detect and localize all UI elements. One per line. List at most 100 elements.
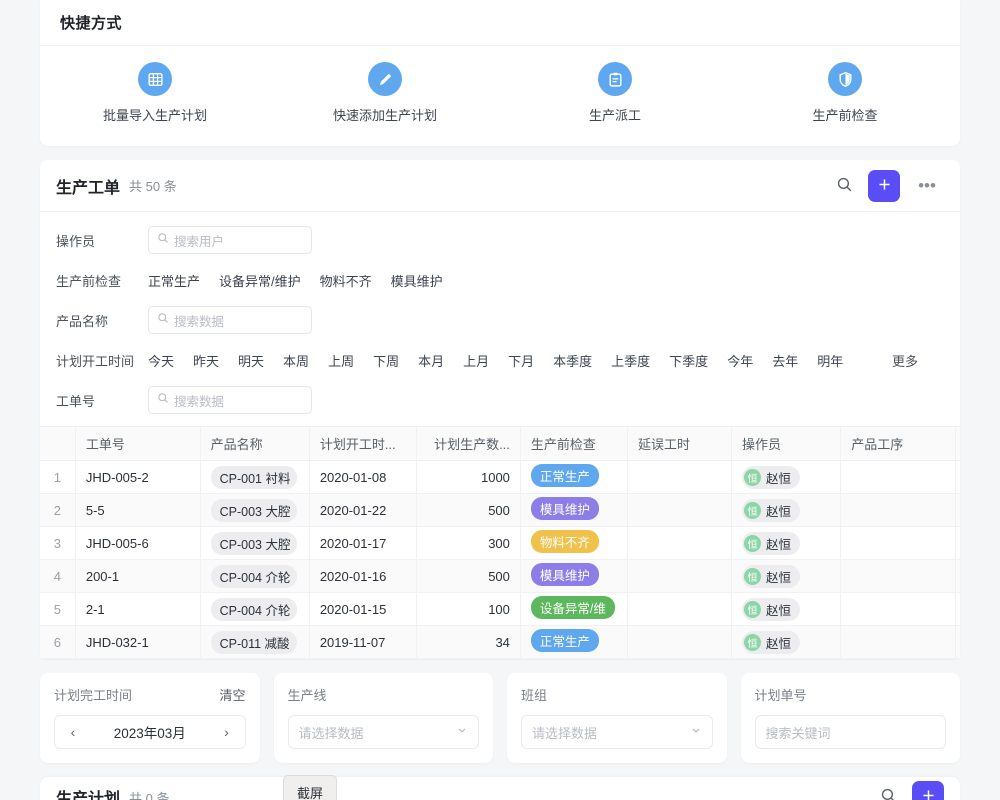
precheck-option-material[interactable]: 物料不齐 [319, 273, 372, 289]
start-time-option-last-week[interactable]: 上周 [328, 353, 355, 369]
filter-card-finish-time: 计划完工时间 清空 ‹ 2023年03月 › [40, 673, 260, 763]
table-row[interactable]: 6 JHD-032-1 CP-011 减酸 2019-11-07 34 正常生产 恒赵恒 [40, 625, 960, 659]
start-time-option-this-week[interactable]: 本周 [283, 353, 310, 369]
start-time-option-next-quarter[interactable]: 下季度 [669, 353, 709, 369]
start-time-option-tomorrow[interactable]: 明天 [238, 353, 265, 369]
shortcut-label: 生产前检查 [812, 108, 878, 123]
search-icon [836, 176, 853, 196]
screenshot-button[interactable]: 截屏 [283, 775, 337, 800]
start-time-option-next-year[interactable]: 明年 [817, 353, 844, 369]
prev-month-button[interactable]: ‹ [70, 724, 76, 740]
product-search-placeholder: 搜索数据 [174, 314, 225, 329]
column-header-wono[interactable]: 工单号 [75, 426, 201, 461]
shortcut-label: 批量导入生产计划 [102, 108, 207, 123]
product-search-input[interactable]: 搜索数据 [148, 306, 312, 334]
filter-panel: 操作员 搜索用户 生产前检查 正常生产 设备异常/维护 物料不齐 模具维护 [40, 212, 960, 426]
shortcut-quick-add[interactable]: 快速添加生产计划 [270, 62, 500, 124]
row-index: 3 [40, 526, 76, 560]
month-picker[interactable]: ‹ 2023年03月 › [54, 715, 246, 749]
operator-chip: 恒赵恒 [742, 597, 801, 621]
start-time-option-this-month[interactable]: 本月 [418, 353, 445, 369]
shortcut-dispatch[interactable]: 生产派工 [500, 62, 730, 124]
column-header-start[interactable]: 计划开工时... [309, 426, 417, 461]
work-order-header: 生产工单 共 50 条 ••• [40, 160, 960, 212]
shortcut-bulk-import[interactable]: 批量导入生产计划 [40, 62, 270, 124]
production-line-header: 生产线 [288, 685, 480, 704]
start-time-option-today[interactable]: 今天 [148, 353, 175, 369]
production-plan-search-button[interactable] [874, 783, 902, 800]
precheck-option-equipment[interactable]: 设备异常/维护 [219, 273, 301, 289]
filter-row-product: 产品名称 搜索数据 [56, 300, 944, 340]
shortcut-precheck[interactable]: 生产前检查 [730, 62, 960, 124]
column-header-qty[interactable]: 计划生产数... [416, 426, 521, 461]
cell-product-process [840, 559, 956, 593]
plan-no-placeholder: 搜索关键词 [765, 725, 831, 741]
cell-mold [955, 493, 960, 527]
team-placeholder: 请选择数据 [532, 725, 598, 741]
column-header-mold[interactable]: 模 [955, 426, 960, 461]
team-select[interactable]: 请选择数据 [521, 715, 713, 749]
page-title: 生产工单 [56, 179, 121, 197]
operator-search-input[interactable]: 搜索用户 [148, 226, 312, 254]
table-row[interactable]: 2 5-5 CP-003 大腔 2020-01-22 500 模具维护 恒赵恒 [40, 493, 960, 527]
operator-chip: 恒赵恒 [742, 531, 801, 555]
filter-label-start-time: 计划开工时间 [56, 353, 135, 369]
start-time-option-last-month[interactable]: 上月 [463, 353, 490, 369]
cell-mold [955, 460, 960, 494]
production-plan-card: 生产计划 共 0 条 [40, 777, 960, 800]
table-row[interactable]: 5 2-1 CP-004 介轮 2020-01-15 100 设备异常/维 恒赵恒 [40, 592, 960, 626]
status-badge: 模具维护 [530, 563, 599, 586]
add-button[interactable] [868, 169, 900, 202]
filter-card-team: 班组 请选择数据 [507, 673, 727, 763]
plan-no-input[interactable]: 搜索关键词 [754, 715, 946, 749]
precheck-option-mold[interactable]: 模具维护 [390, 273, 443, 289]
operator-chip: 恒赵恒 [742, 630, 801, 654]
column-header-precheck[interactable]: 生产前检查 [520, 426, 629, 461]
status-badge: 物料不齐 [530, 530, 599, 553]
work-order-no-search-input[interactable]: 搜索数据 [148, 386, 312, 414]
avatar: 恒 [744, 534, 761, 552]
table-row[interactable]: 1 JHD-005-2 CP-001 衬料 2020-01-08 1000 正常生产 恒赵恒 [40, 460, 960, 494]
finish-time-clear-button[interactable]: 清空 [219, 688, 246, 703]
start-time-option-this-quarter[interactable]: 本季度 [553, 353, 593, 369]
next-month-button[interactable]: › [224, 724, 229, 740]
table-row[interactable]: 3 JHD-005-6 CP-003 大腔 2020-01-17 300 物料不齐 恒赵恒 [40, 526, 960, 560]
grid-icon [138, 62, 172, 96]
column-header-process[interactable]: 产品工序 [840, 426, 956, 461]
column-header-operator[interactable]: 操作员 [731, 426, 842, 461]
cell-product-name: CP-011 减酸 [200, 625, 310, 659]
cell-product-name: CP-004 介轮 [200, 559, 310, 593]
start-time-option-last-year[interactable]: 去年 [772, 353, 799, 369]
more-button[interactable]: ••• [914, 172, 940, 200]
cell-work-order-no: 200-1 [75, 559, 201, 593]
search-icon [880, 787, 897, 800]
cell-product-process [840, 625, 956, 659]
start-time-option-next-week[interactable]: 下周 [373, 353, 400, 369]
cell-planned-qty: 100 [416, 592, 521, 626]
start-time-more-button[interactable]: 更多 [891, 353, 918, 369]
product-chip: CP-001 衬料 [210, 465, 297, 489]
operator-name: 赵恒 [766, 504, 792, 519]
start-time-option-this-year[interactable]: 今年 [727, 353, 754, 369]
shortcut-label: 快速添加生产计划 [332, 108, 437, 123]
status-badge: 正常生产 [530, 464, 599, 487]
column-header-delay[interactable]: 延误工时 [627, 426, 732, 461]
cell-precheck-status: 正常生产 [520, 625, 629, 659]
production-line-select[interactable]: 请选择数据 [287, 715, 479, 749]
start-time-option-yesterday[interactable]: 昨天 [193, 353, 220, 369]
column-header-index [40, 426, 76, 461]
column-header-product[interactable]: 产品名称 [200, 426, 310, 461]
cell-work-order-no: 2-1 [75, 592, 201, 626]
work-order-table-wrapper[interactable]: 工单号 产品名称 计划开工时... 计划生产数... 生产前检查 延误工时 操作… [40, 426, 960, 659]
cell-mold [955, 559, 960, 593]
search-button[interactable] [830, 172, 858, 200]
team-label: 班组 [521, 688, 548, 703]
production-plan-add-button[interactable] [912, 781, 944, 800]
work-order-table: 工单号 产品名称 计划开工时... 计划生产数... 生产前检查 延误工时 操作… [40, 426, 960, 659]
team-header: 班组 [521, 685, 713, 704]
table-row[interactable]: 4 200-1 CP-004 介轮 2020-01-16 500 模具维护 恒赵恒 [40, 559, 960, 593]
precheck-option-normal[interactable]: 正常生产 [148, 273, 201, 289]
start-time-option-last-quarter[interactable]: 上季度 [611, 353, 651, 369]
start-time-option-next-month[interactable]: 下月 [508, 353, 535, 369]
production-plan-count: 共 0 条 [129, 790, 170, 800]
